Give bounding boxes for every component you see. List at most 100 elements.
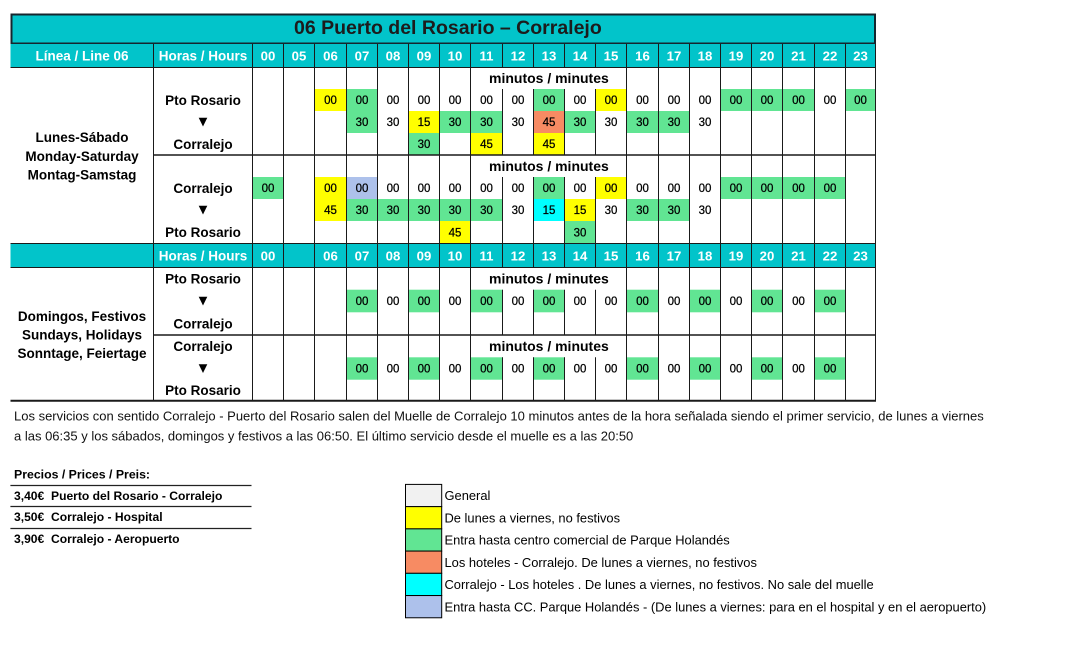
svg-text:00: 00 [418, 183, 431, 195]
svg-text:00: 00 [449, 183, 462, 195]
svg-text:00: 00 [792, 95, 805, 107]
svg-text:Pto Rosario: Pto Rosario [165, 271, 241, 286]
svg-text:30: 30 [605, 117, 618, 129]
svg-text:23: 23 [853, 49, 868, 64]
svg-text:08: 08 [386, 248, 401, 263]
svg-text:00: 00 [512, 364, 525, 376]
svg-text:Corralejo - Aeropuerto: Corralejo - Aeropuerto [51, 532, 180, 546]
svg-text:05: 05 [292, 49, 307, 64]
svg-text:22: 22 [823, 49, 838, 64]
svg-text:00: 00 [699, 95, 712, 107]
svg-text:30: 30 [480, 117, 493, 129]
svg-text:00: 00 [605, 364, 618, 376]
svg-text:00: 00 [449, 95, 462, 107]
svg-text:30: 30 [449, 205, 462, 217]
svg-text:00: 00 [730, 296, 743, 308]
svg-text:Pto Rosario: Pto Rosario [165, 225, 241, 240]
svg-text:13: 13 [542, 248, 557, 263]
svg-text:00: 00 [324, 95, 337, 107]
svg-text:00: 00 [356, 183, 369, 195]
svg-text:00: 00 [636, 183, 649, 195]
svg-text:30: 30 [387, 117, 400, 129]
svg-text:30: 30 [512, 205, 525, 217]
svg-text:30: 30 [668, 205, 681, 217]
svg-text:00: 00 [730, 183, 743, 195]
svg-text:Entra hasta CC. Parque Holandé: Entra hasta CC. Parque Holandés - (De lu… [445, 599, 987, 614]
svg-text:09: 09 [417, 248, 432, 263]
svg-text:21: 21 [791, 49, 806, 64]
svg-text:11: 11 [480, 49, 494, 64]
svg-text:00: 00 [543, 95, 556, 107]
svg-text:45: 45 [324, 205, 337, 217]
svg-text:23: 23 [853, 248, 868, 263]
svg-text:00: 00 [574, 95, 587, 107]
svg-text:Montag-Samstag: Montag-Samstag [28, 167, 137, 182]
svg-text:00: 00 [449, 296, 462, 308]
svg-text:30: 30 [574, 117, 587, 129]
svg-text:30: 30 [699, 117, 712, 129]
svg-text:00: 00 [636, 364, 649, 376]
svg-text:00: 00 [761, 364, 774, 376]
svg-text:12: 12 [511, 248, 526, 263]
svg-text:06 Puerto del Rosario – Corral: 06 Puerto del Rosario – Corralejo [294, 17, 602, 39]
svg-text:00: 00 [730, 95, 743, 107]
svg-text:18: 18 [698, 49, 713, 64]
svg-text:Monday-Saturday: Monday-Saturday [25, 149, 139, 164]
svg-text:07: 07 [355, 248, 370, 263]
svg-text:00: 00 [543, 364, 556, 376]
svg-text:00: 00 [449, 364, 462, 376]
svg-text:00: 00 [824, 364, 837, 376]
svg-text:09: 09 [417, 49, 432, 64]
svg-text:Pto Rosario: Pto Rosario [165, 383, 241, 398]
svg-text:00: 00 [730, 364, 743, 376]
svg-text:06: 06 [323, 49, 338, 64]
svg-text:18: 18 [698, 248, 713, 263]
svg-text:00: 00 [699, 183, 712, 195]
svg-text:00: 00 [761, 183, 774, 195]
svg-text:45: 45 [449, 227, 462, 239]
svg-text:00: 00 [574, 296, 587, 308]
svg-text:30: 30 [699, 205, 712, 217]
svg-text:00: 00 [512, 95, 525, 107]
svg-text:11: 11 [480, 248, 494, 263]
svg-text:00: 00 [356, 364, 369, 376]
svg-text:Precios / Prices / Preis:: Precios / Prices / Preis: [14, 468, 150, 482]
svg-text:00: 00 [792, 183, 805, 195]
svg-text:minutos / minutes: minutos / minutes [489, 158, 609, 174]
svg-text:30: 30 [636, 117, 649, 129]
svg-text:Corralejo - Hospital: Corralejo - Hospital [51, 510, 163, 524]
svg-text:00: 00 [605, 183, 618, 195]
svg-text:minutos / minutes: minutos / minutes [489, 271, 609, 287]
svg-text:minutos / minutes: minutos / minutes [489, 338, 609, 354]
svg-text:30: 30 [418, 205, 431, 217]
svg-text:Línea / Line 06: Línea / Line 06 [35, 49, 129, 64]
svg-text:30: 30 [668, 117, 681, 129]
svg-text:00: 00 [668, 95, 681, 107]
svg-text:00: 00 [418, 364, 431, 376]
svg-text:00: 00 [854, 95, 867, 107]
svg-text:00: 00 [512, 296, 525, 308]
svg-text:00: 00 [792, 296, 805, 308]
svg-text:00: 00 [480, 183, 493, 195]
svg-text:a las 06:35 y los sábados, dom: a las 06:35 y los sábados, domingos y fe… [14, 429, 633, 444]
svg-text:00: 00 [324, 183, 337, 195]
svg-text:00: 00 [356, 95, 369, 107]
svg-text:16: 16 [635, 49, 650, 64]
svg-text:17: 17 [667, 49, 682, 64]
svg-text:00: 00 [543, 296, 556, 308]
svg-text:00: 00 [480, 364, 493, 376]
svg-text:15: 15 [574, 205, 587, 217]
svg-text:14: 14 [573, 49, 588, 64]
svg-text:00: 00 [356, 296, 369, 308]
svg-text:00: 00 [668, 183, 681, 195]
svg-text:15: 15 [604, 49, 619, 64]
svg-text:00: 00 [636, 95, 649, 107]
svg-text:08: 08 [386, 49, 401, 64]
svg-text:00: 00 [699, 364, 712, 376]
svg-text:30: 30 [356, 205, 369, 217]
svg-text:3,90€: 3,90€ [14, 532, 45, 546]
svg-text:Corralejo - Los hoteles . De l: Corralejo - Los hoteles . De lunes a vie… [445, 577, 874, 592]
svg-text:Los hoteles - Corralejo. De lu: Los hoteles - Corralejo. De lunes a vier… [445, 555, 757, 570]
svg-text:00: 00 [480, 95, 493, 107]
svg-text:15: 15 [418, 117, 431, 129]
